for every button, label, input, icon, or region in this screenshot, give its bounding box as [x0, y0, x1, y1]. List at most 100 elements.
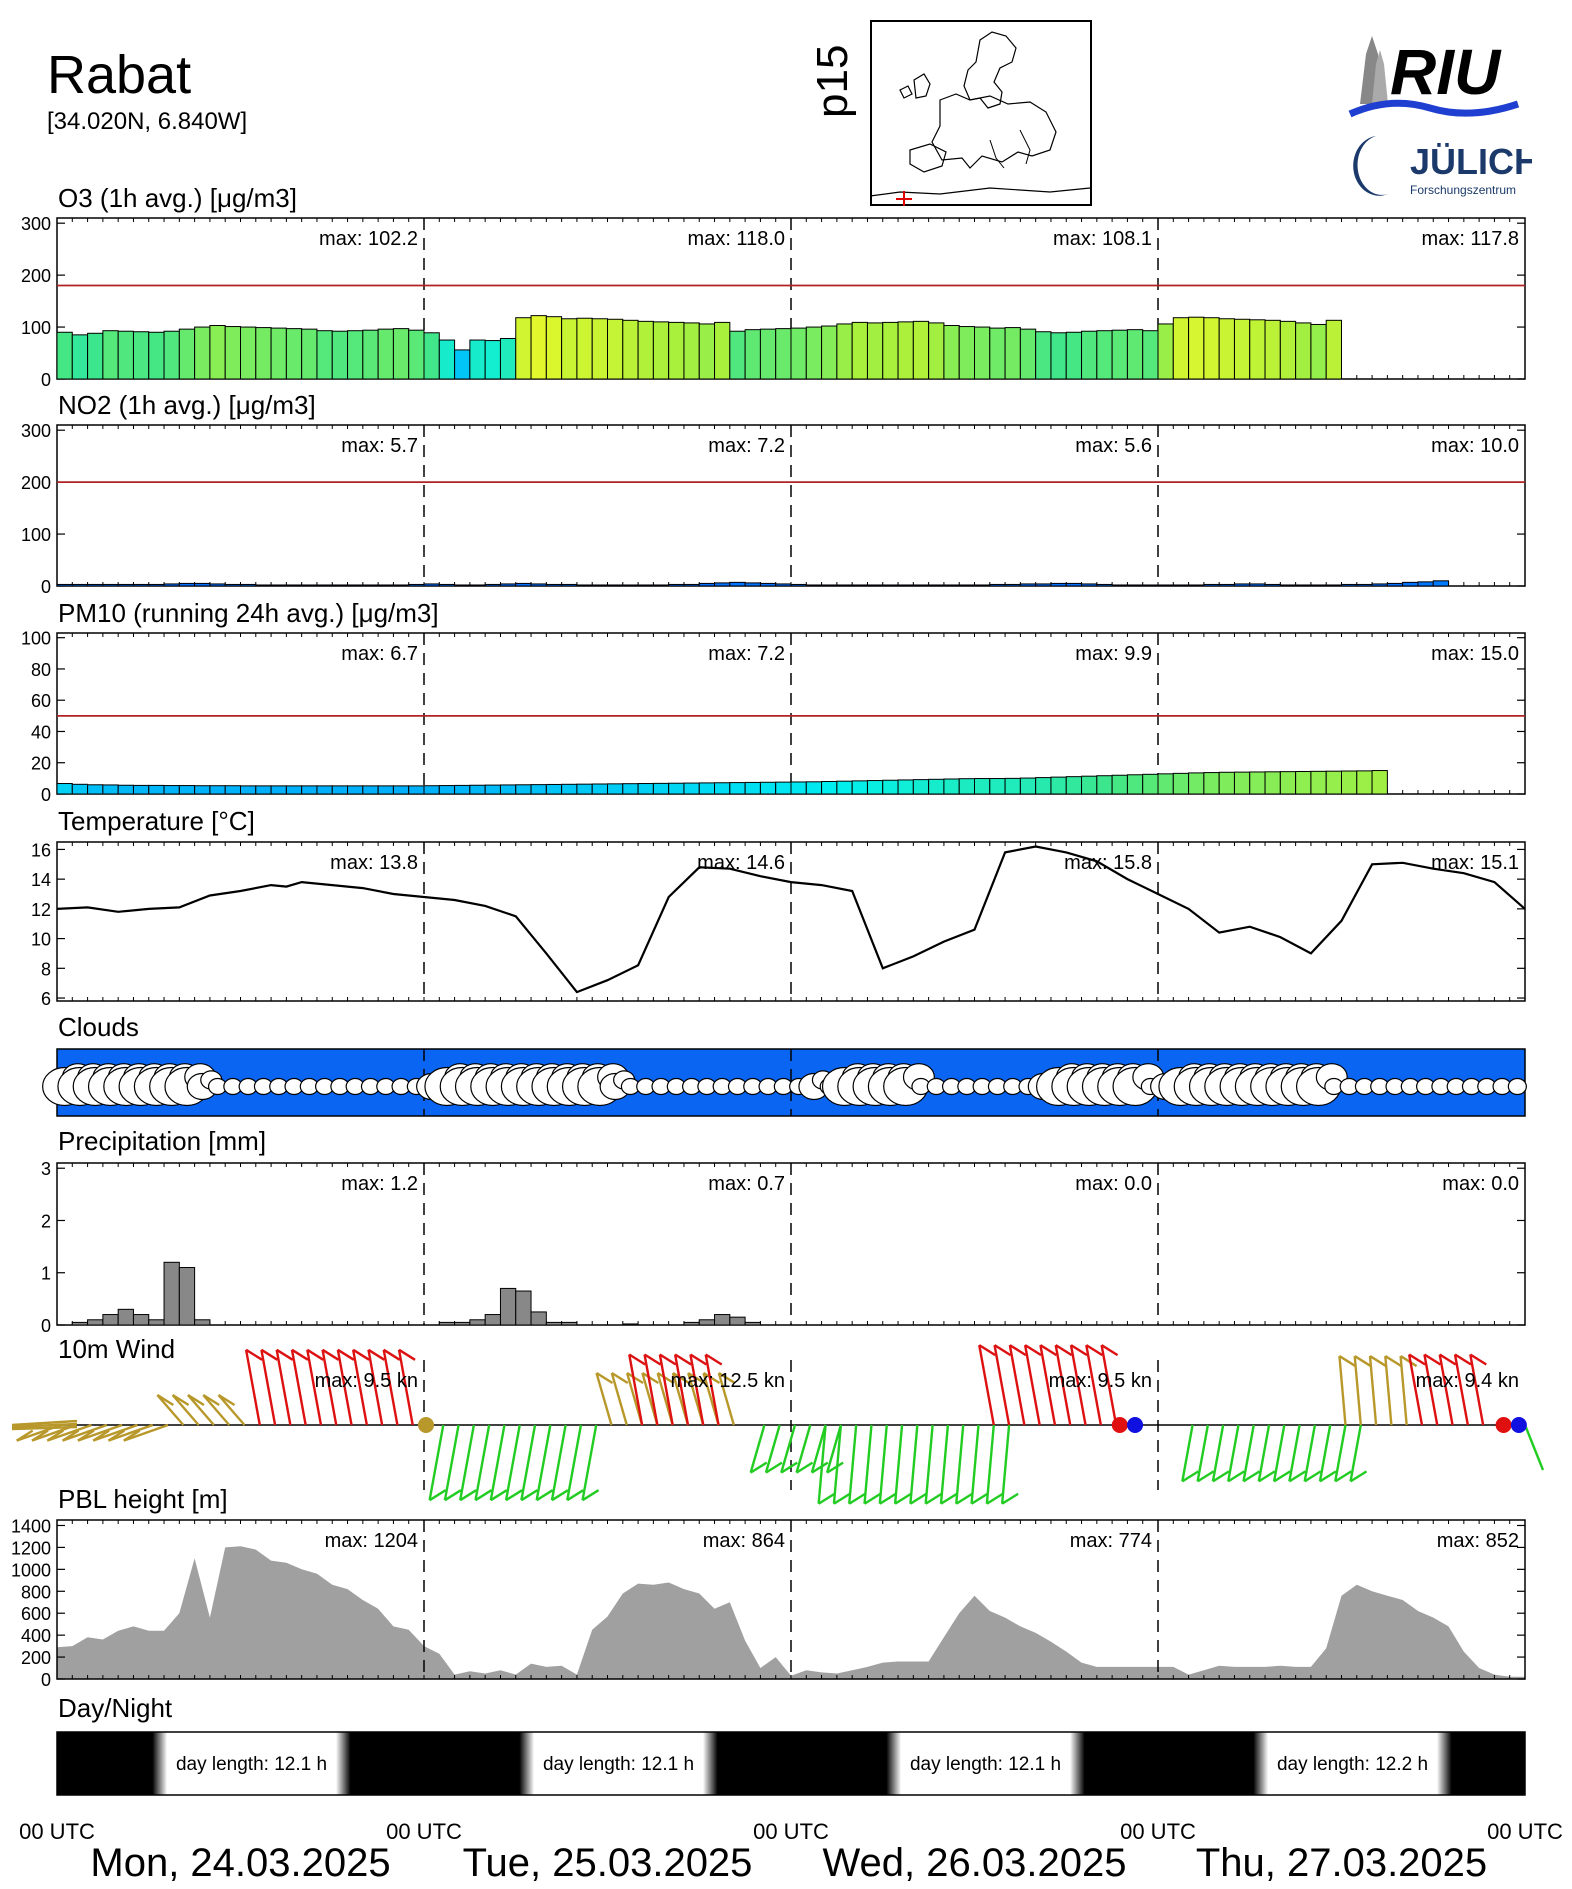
wind-barb	[172, 1393, 190, 1407]
o3-max-label: max: 118.0	[688, 228, 785, 250]
no2-bar	[270, 584, 287, 587]
wind-barb	[16, 1429, 34, 1442]
pm10-bar	[1295, 770, 1312, 795]
wind-barb	[187, 1393, 205, 1407]
pm10-bar	[1050, 776, 1067, 795]
pm10-max-label: max: 9.9	[1075, 643, 1152, 665]
wind-barb	[1523, 1424, 1545, 1471]
wind-barb	[1453, 1354, 1470, 1426]
wind-barb	[46, 1423, 92, 1442]
pm10-bar	[989, 778, 1006, 795]
no2-bar	[1065, 582, 1083, 587]
wind-barb	[474, 1489, 493, 1502]
pm10-bar	[1325, 770, 1343, 795]
no2-max-label: max: 10.0	[1431, 435, 1519, 457]
no2-bar	[1111, 584, 1128, 587]
no2-y-tick-label: 100	[21, 525, 51, 545]
no2-bar	[1310, 584, 1327, 587]
no2-bar	[943, 584, 960, 587]
pm10-bar	[163, 785, 180, 795]
no2-bar	[1050, 582, 1067, 587]
temp-max-label: max: 14.6	[697, 852, 785, 874]
pm10-bar	[102, 784, 119, 795]
pm10-bar	[1065, 776, 1083, 795]
o3-bar	[1157, 323, 1174, 380]
wind-barb	[750, 1461, 768, 1474]
o3-bar	[637, 320, 654, 380]
pm10-bar	[897, 779, 914, 795]
no2-bar	[1004, 583, 1021, 587]
wind-max-label: max: 9.4 kn	[1416, 1370, 1519, 1392]
no2-bar	[362, 584, 379, 587]
wind-barb	[11, 1425, 78, 1431]
pm10-bar	[377, 785, 394, 795]
o3-bar	[744, 329, 761, 380]
o3-bar	[958, 326, 975, 380]
o3-bar	[1126, 329, 1144, 380]
pm10-bar	[1111, 774, 1128, 795]
no2-bar	[377, 584, 394, 587]
utc-label: 00 UTC	[386, 1819, 462, 1844]
no2-bar	[729, 581, 746, 587]
no2-bar	[423, 583, 440, 587]
wind-barb	[993, 1344, 1012, 1357]
cloud-icon	[1507, 1077, 1527, 1096]
o3-y-tick-label: 200	[21, 266, 51, 286]
pbl-y-tick-label: 200	[21, 1648, 51, 1668]
wind-barb	[1273, 1470, 1291, 1483]
wind-barb	[879, 1492, 897, 1505]
pm10-y-tick-label: 0	[41, 785, 51, 805]
wind-barb	[306, 1348, 324, 1361]
o3-bar	[454, 349, 471, 380]
wind-calm-marker	[1495, 1417, 1512, 1433]
o3-bar	[1050, 332, 1067, 380]
o3-bar	[1325, 319, 1343, 380]
no2-bar	[408, 583, 425, 587]
pm10-bar	[423, 785, 440, 795]
wind-barb	[595, 1372, 613, 1426]
wind-barb	[1304, 1470, 1322, 1483]
o3-bar	[591, 318, 608, 380]
wind-barb	[108, 1423, 154, 1442]
o3-bar	[576, 317, 593, 380]
wind-barb	[1023, 1344, 1041, 1426]
pm10-bar	[958, 778, 975, 795]
pm10-bar	[759, 781, 777, 795]
pm10-bar	[714, 782, 731, 795]
wind-barb	[826, 1461, 844, 1474]
no2-bar	[1172, 584, 1190, 587]
wind-barb	[337, 1348, 355, 1361]
o3-bar	[438, 339, 456, 380]
pm10-bar	[87, 784, 104, 795]
wind-barb	[689, 1353, 708, 1366]
wind-barb	[443, 1424, 460, 1501]
no2-bar	[1096, 583, 1113, 587]
wind-barb	[985, 1424, 995, 1504]
o3-title: O3 (1h avg.) [μg/m3]	[58, 183, 297, 213]
pm10-bar	[1081, 775, 1098, 795]
no2-bar	[928, 584, 945, 587]
pbl-y-tick-label: 1000	[11, 1560, 51, 1580]
no2-bar	[255, 584, 272, 587]
no2-bar	[148, 583, 165, 587]
precip-bar	[729, 1316, 746, 1326]
wind-barb	[1085, 1344, 1103, 1357]
wind-barb	[217, 1394, 246, 1426]
pm10-bar	[1218, 771, 1235, 795]
wind-barb	[780, 1461, 798, 1474]
pm10-bar	[1004, 777, 1021, 795]
pm10-bar	[1126, 774, 1144, 795]
pm10-bar	[438, 785, 456, 795]
wind-barb	[643, 1354, 659, 1426]
wind-barb	[833, 1492, 851, 1505]
pm10-bar	[484, 784, 501, 795]
o3-bar	[377, 328, 394, 380]
o3-bar	[1218, 318, 1235, 380]
no2-bar	[392, 584, 410, 587]
wind-barb	[1368, 1355, 1378, 1426]
o3-bar	[1188, 316, 1205, 380]
pm10-bar	[362, 785, 379, 795]
wind-barb	[1423, 1353, 1442, 1366]
o3-bar	[117, 330, 134, 380]
temp-y-tick-label: 6	[41, 989, 51, 1009]
